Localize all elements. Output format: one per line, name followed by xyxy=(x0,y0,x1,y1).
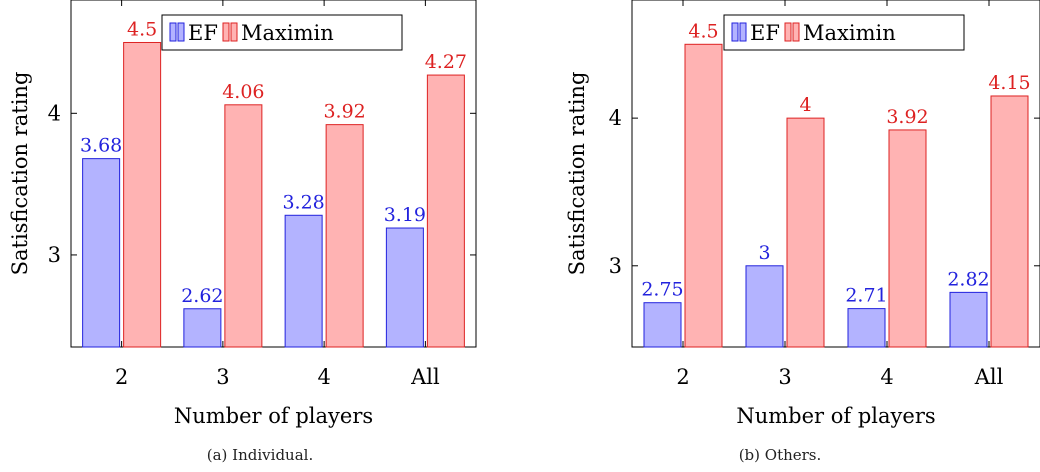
legend-swatch-maximin-b xyxy=(792,22,800,42)
plot-frame xyxy=(70,0,477,348)
bar-ef xyxy=(745,265,784,348)
caption-others: (b) Others. xyxy=(738,446,822,464)
data-label-maximin: 4 xyxy=(799,94,811,116)
legend-label-ef: EF xyxy=(188,21,218,45)
data-label-ef: 3.19 xyxy=(384,204,426,226)
data-label-maximin: 4.15 xyxy=(988,72,1030,94)
bar-maximin xyxy=(426,74,465,348)
legend-swatch-ef xyxy=(731,22,739,42)
data-label-ef: 3.68 xyxy=(80,135,122,157)
data-label-maximin: 4.5 xyxy=(688,20,718,42)
bar-maximin xyxy=(224,104,263,348)
bar-maximin xyxy=(786,117,825,348)
y-axis-label: Satisfication rating xyxy=(565,72,589,276)
data-label-ef: 3.28 xyxy=(282,191,324,213)
bar-ef xyxy=(949,291,988,348)
legend-swatch-ef-b xyxy=(177,22,185,42)
bar-maximin xyxy=(684,43,723,348)
bar-ef xyxy=(82,158,121,348)
legend-label-maximin: Maximin xyxy=(803,21,896,45)
bar-maximin xyxy=(325,124,364,348)
bar-ef xyxy=(847,308,886,348)
x-axis-label: Number of players xyxy=(174,404,373,428)
x-tick-label: 4 xyxy=(317,365,330,389)
x-axis-label: Number of players xyxy=(736,404,935,428)
legend-swatch-ef-b xyxy=(739,22,747,42)
legend-swatch-maximin xyxy=(222,22,230,42)
bar-ef xyxy=(385,227,424,348)
bar-maximin xyxy=(888,129,927,348)
legend-label-maximin: Maximin xyxy=(241,21,334,45)
bar-ef xyxy=(643,302,682,348)
data-label-ef: 2.71 xyxy=(845,285,887,307)
y-tick-label: 3 xyxy=(609,254,622,278)
data-label-maximin: 3.92 xyxy=(886,106,928,128)
data-label-maximin: 4.06 xyxy=(222,81,264,103)
data-label-maximin: 4.27 xyxy=(425,51,467,73)
bar-maximin xyxy=(990,95,1029,348)
caption-individual: (a) Individual. xyxy=(206,446,314,464)
x-tick-label: 2 xyxy=(115,365,128,389)
data-label-ef: 2.62 xyxy=(181,285,223,307)
data-label-maximin: 4.5 xyxy=(127,18,157,40)
legend-box xyxy=(161,14,403,51)
chart-panel-others: 2 3 4 All 3 4 2.75 3 2.71 2.82 4.5 4 3.92 4.15 Number … xyxy=(520,0,1040,472)
y-tick-label: 4 xyxy=(48,101,61,125)
legend-box xyxy=(723,14,965,51)
chart-panel-individual: 2 3 4 All 3 4 3.68 2.62 3.28 3.19 4.5 4.06 3.92 4.27 N… xyxy=(8,0,477,464)
data-label-ef: 3 xyxy=(758,242,770,264)
bar-maximin xyxy=(123,41,162,348)
plot-frame xyxy=(631,0,1040,348)
bar-ef xyxy=(183,308,222,348)
y-tick-label: 4 xyxy=(609,106,622,130)
x-tick-label: 3 xyxy=(778,365,791,389)
bar-ef xyxy=(284,214,323,348)
legend-swatch-maximin-b xyxy=(230,22,238,42)
legend-swatch-ef xyxy=(169,22,177,42)
data-label-ef: 2.82 xyxy=(947,268,989,290)
y-axis-label: Satisfication rating xyxy=(8,72,32,276)
x-tick-label: 3 xyxy=(216,365,229,389)
legend-label-ef: EF xyxy=(750,21,780,45)
y-tick-label: 3 xyxy=(48,243,61,267)
data-label-maximin: 3.92 xyxy=(323,101,365,123)
chart-others: 2 3 4 All 3 4 2.75 3 2.71 2.82 4.5 4 3.92 4.15 Number … xyxy=(565,0,1040,428)
chart-individual: 2 3 4 All 3 4 3.68 2.62 3.28 3.19 4.5 4.06 3.92 4.27 N… xyxy=(8,0,477,428)
x-tick-label: All xyxy=(974,365,1004,389)
x-tick-label: All xyxy=(410,365,440,389)
x-tick-label: 4 xyxy=(880,365,893,389)
data-label-ef: 2.75 xyxy=(641,279,683,301)
x-tick-label: 2 xyxy=(676,365,689,389)
legend-swatch-maximin xyxy=(784,22,792,42)
